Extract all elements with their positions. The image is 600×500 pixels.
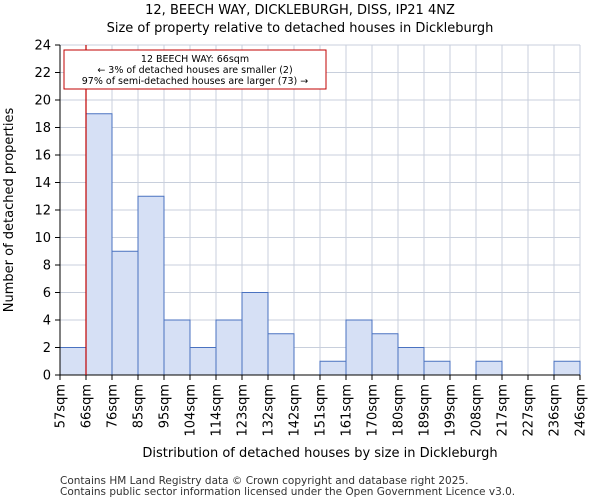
footer-line-1: Contains HM Land Registry data © Crown c… — [60, 475, 468, 487]
x-tick-label: 76sqm — [106, 384, 121, 428]
bar-95sqm — [163, 319, 191, 376]
x-tick-label: 95sqm — [158, 384, 173, 428]
bar-236sqm — [553, 360, 581, 376]
annotation-border — [63, 49, 327, 90]
bar-123sqm — [241, 292, 269, 376]
bar-104sqm — [189, 347, 217, 376]
x-tick-label: 217sqm — [496, 384, 511, 437]
x-tick-label: 57sqm — [54, 384, 69, 428]
bar-76sqm — [111, 250, 139, 376]
bar-114sqm — [215, 319, 243, 376]
y-tick-label: 4 — [43, 314, 51, 329]
y-tick-label: 20 — [34, 94, 51, 109]
bar-151sqm — [319, 360, 347, 376]
x-tick-label: 151sqm — [314, 384, 329, 437]
bar-189sqm — [423, 360, 451, 376]
x-tick-label: 104sqm — [184, 384, 199, 437]
x-tick-label: 132sqm — [262, 384, 277, 437]
bar-170sqm — [371, 333, 399, 376]
y-tick-label: 10 — [34, 231, 51, 246]
y-tick-label: 24 — [34, 39, 51, 54]
x-tick-label: 236sqm — [548, 384, 563, 437]
y-tick-label: 14 — [34, 176, 51, 191]
x-tick-label: 199sqm — [444, 384, 459, 437]
bar-85sqm — [137, 195, 165, 376]
x-tick-label: 114sqm — [210, 384, 225, 437]
x-tick-label: 180sqm — [392, 384, 407, 437]
bars — [59, 113, 581, 376]
x-tick-label: 123sqm — [236, 384, 251, 437]
x-tick-label: 170sqm — [366, 384, 381, 437]
x-tick-label: 142sqm — [288, 384, 303, 437]
x-axis-label: Distribution of detached houses by size … — [142, 446, 497, 461]
annotation-line-1: 12 BEECH WAY: 66sqm — [141, 54, 249, 65]
x-tick-label: 208sqm — [470, 384, 485, 437]
chart-title: 12, BEECH WAY, DICKLEBURGH, DISS, IP21 4… — [145, 3, 455, 18]
x-tick-label: 246sqm — [574, 384, 589, 437]
chart-subtitle: Size of property relative to detached ho… — [107, 21, 494, 36]
annotation-box: 12 BEECH WAY: 66sqm ← 3% of detached hou… — [63, 49, 327, 90]
bar-57sqm — [59, 347, 87, 376]
bar-161sqm — [345, 319, 373, 376]
y-tick-label: 12 — [34, 204, 51, 219]
y-tick-label: 0 — [43, 369, 51, 384]
y-tick-label: 16 — [34, 149, 51, 164]
bar-208sqm — [475, 360, 503, 376]
bar-66sqm — [85, 113, 113, 376]
annotation-line-3: 97% of semi-detached houses are larger (… — [82, 76, 309, 87]
y-tick-label: 6 — [43, 286, 51, 301]
footer-line-2: Contains public sector information licen… — [60, 486, 515, 498]
bar-132sqm — [267, 333, 295, 376]
x-ticks: 57sqm 66sqm 76sqm 85sqm 95sqm 104sqm 114sqm 123… — [54, 375, 589, 437]
x-tick-label: 85sqm — [132, 384, 147, 428]
x-tick-label: 227sqm — [522, 384, 537, 437]
y-tick-label: 22 — [34, 66, 51, 81]
y-tick-label: 2 — [43, 341, 51, 356]
bar-180sqm — [397, 347, 425, 376]
y-tick-label: 18 — [34, 121, 51, 136]
y-axis-label: Number of detached properties — [2, 108, 17, 313]
y-tick-label: 8 — [43, 259, 51, 274]
annotation-line-2: ← 3% of detached houses are smaller (2) — [97, 65, 292, 76]
x-tick-label: 66sqm — [80, 384, 95, 428]
x-tick-label: 161sqm — [340, 384, 355, 437]
x-tick-label: 189sqm — [418, 384, 433, 437]
